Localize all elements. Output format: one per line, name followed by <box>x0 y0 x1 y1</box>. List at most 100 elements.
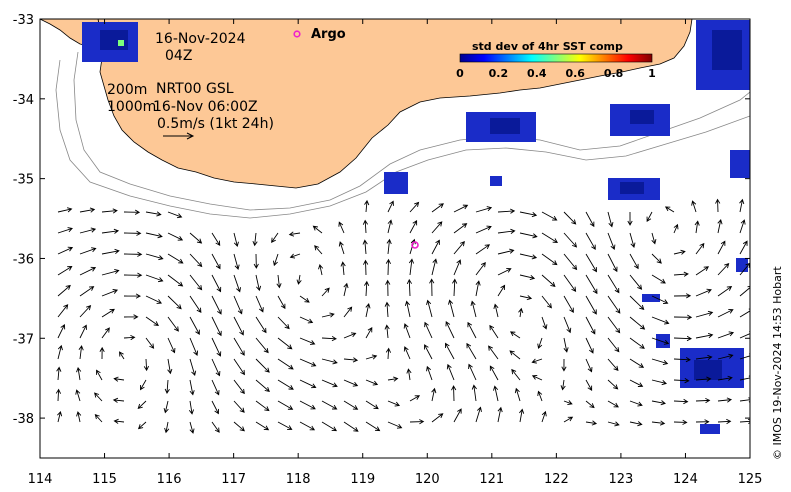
current-vector <box>563 295 574 313</box>
current-vector <box>651 337 670 345</box>
current-vector <box>448 299 455 318</box>
current-vector <box>145 274 164 283</box>
x-tick-label: 125 <box>738 472 763 487</box>
x-tick-label: 116 <box>157 472 182 487</box>
current-vector <box>343 357 359 363</box>
current-vector <box>101 289 119 297</box>
current-vector <box>541 232 559 243</box>
argo-float-marker[interactable] <box>411 241 419 249</box>
current-vector <box>277 421 293 430</box>
current-vector <box>585 316 596 335</box>
argo-legend-label: Argo <box>311 27 346 42</box>
current-vector <box>563 253 578 271</box>
current-vector <box>79 227 97 234</box>
current-vector <box>475 206 493 213</box>
current-vector <box>451 385 457 402</box>
current-vector <box>563 337 569 353</box>
x-tick-label: 124 <box>673 472 698 487</box>
current-vector <box>299 337 316 345</box>
current-vector <box>233 316 244 336</box>
colorbar-tick-label: 0.2 <box>489 67 509 80</box>
current-vector <box>563 211 577 225</box>
current-vector <box>563 274 577 292</box>
current-vector <box>739 308 750 318</box>
current-vector <box>607 358 619 372</box>
current-vector <box>340 261 346 276</box>
current-vector <box>717 375 733 381</box>
sst-stddev-patches <box>82 20 750 434</box>
current-vector <box>211 337 222 357</box>
current-vector <box>79 324 87 339</box>
current-vector <box>629 274 643 290</box>
current-vector <box>363 259 369 276</box>
current-vector <box>78 345 84 360</box>
current-vector <box>321 287 330 297</box>
current-vector <box>431 221 443 234</box>
current-vector <box>143 358 150 372</box>
isobath-200m-label: 200m <box>107 82 147 98</box>
current-vector <box>629 421 643 427</box>
current-vector <box>314 245 323 255</box>
current-vector <box>541 211 558 221</box>
current-vector <box>607 232 616 251</box>
current-vector <box>189 253 203 268</box>
argo-legend-icon <box>293 30 301 38</box>
current-vector <box>627 211 633 226</box>
current-vector <box>629 253 639 270</box>
current-vector <box>211 316 222 337</box>
current-vector <box>167 232 184 241</box>
current-vector <box>695 332 714 339</box>
current-vector <box>299 400 316 410</box>
current-vector <box>497 268 512 276</box>
current-vector <box>607 421 620 427</box>
x-tick-label: 122 <box>544 472 569 487</box>
current-vector <box>431 387 437 402</box>
current-vector <box>651 295 669 304</box>
current-vector <box>585 358 593 373</box>
colorbar-title: std dev of 4hr SST comp <box>472 40 623 53</box>
current-vector <box>431 203 444 213</box>
current-vector <box>541 253 558 266</box>
current-vector <box>453 408 462 423</box>
current-vector <box>409 395 421 402</box>
current-vector <box>364 280 370 297</box>
current-vector <box>739 240 748 255</box>
current-vector <box>717 353 734 360</box>
current-vector <box>475 280 481 297</box>
current-vector <box>651 379 668 386</box>
current-vector <box>255 379 270 393</box>
current-time-label: 16-Nov 06:00Z <box>153 99 258 115</box>
current-vector <box>497 228 516 234</box>
current-vector <box>76 411 82 423</box>
current-vector <box>55 388 62 402</box>
current-vector <box>475 225 492 234</box>
current-vector <box>343 282 349 297</box>
current-vector <box>137 400 147 410</box>
current-vector <box>453 204 469 213</box>
current-vector <box>188 400 195 415</box>
current-vector <box>739 219 746 234</box>
current-vector <box>739 353 750 360</box>
current-vector <box>431 258 438 276</box>
current-vector <box>343 306 353 318</box>
current-vector <box>123 334 136 341</box>
current-vector <box>112 397 125 403</box>
current-vector <box>75 389 81 402</box>
current-vector <box>695 266 710 276</box>
current-vector <box>585 295 597 315</box>
current-vector <box>56 366 62 381</box>
current-vector <box>511 368 521 381</box>
current-vector <box>233 379 245 395</box>
current-vector <box>365 400 379 410</box>
current-vector <box>452 278 458 297</box>
current-vector <box>488 345 499 360</box>
current-vector <box>673 271 689 277</box>
current-vector <box>673 357 691 363</box>
current-vector <box>695 397 711 404</box>
current-vector <box>145 211 162 217</box>
credit-label: © IMOS 19-Nov-2024 14:53 Hobart <box>771 266 784 460</box>
current-vector <box>123 272 143 278</box>
current-vector <box>531 358 543 364</box>
y-tick-label: -37 <box>13 332 34 347</box>
current-vector <box>299 358 317 367</box>
